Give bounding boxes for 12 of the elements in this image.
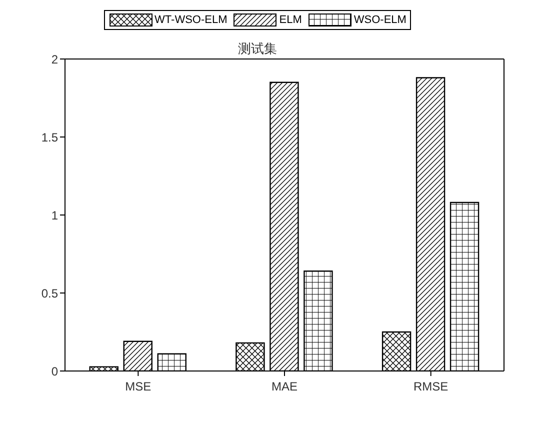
y-tick-label: 2	[51, 52, 58, 66]
x-tick-label: MAE	[271, 380, 298, 394]
x-tick-label: MSE	[125, 380, 152, 394]
legend-label: ELM	[279, 14, 302, 26]
legend-label: WT-WSO-ELM	[154, 14, 228, 26]
y-tick-label: 1	[51, 208, 58, 222]
legend-label: WSO-ELM	[354, 14, 406, 26]
chart-title: 测试集	[238, 41, 277, 56]
y-tick-label: 1.5	[41, 130, 58, 144]
x-tick-label: RMSE	[413, 380, 448, 394]
y-tick-label: 0	[51, 364, 58, 378]
y-tick-label: 0.5	[41, 286, 58, 300]
